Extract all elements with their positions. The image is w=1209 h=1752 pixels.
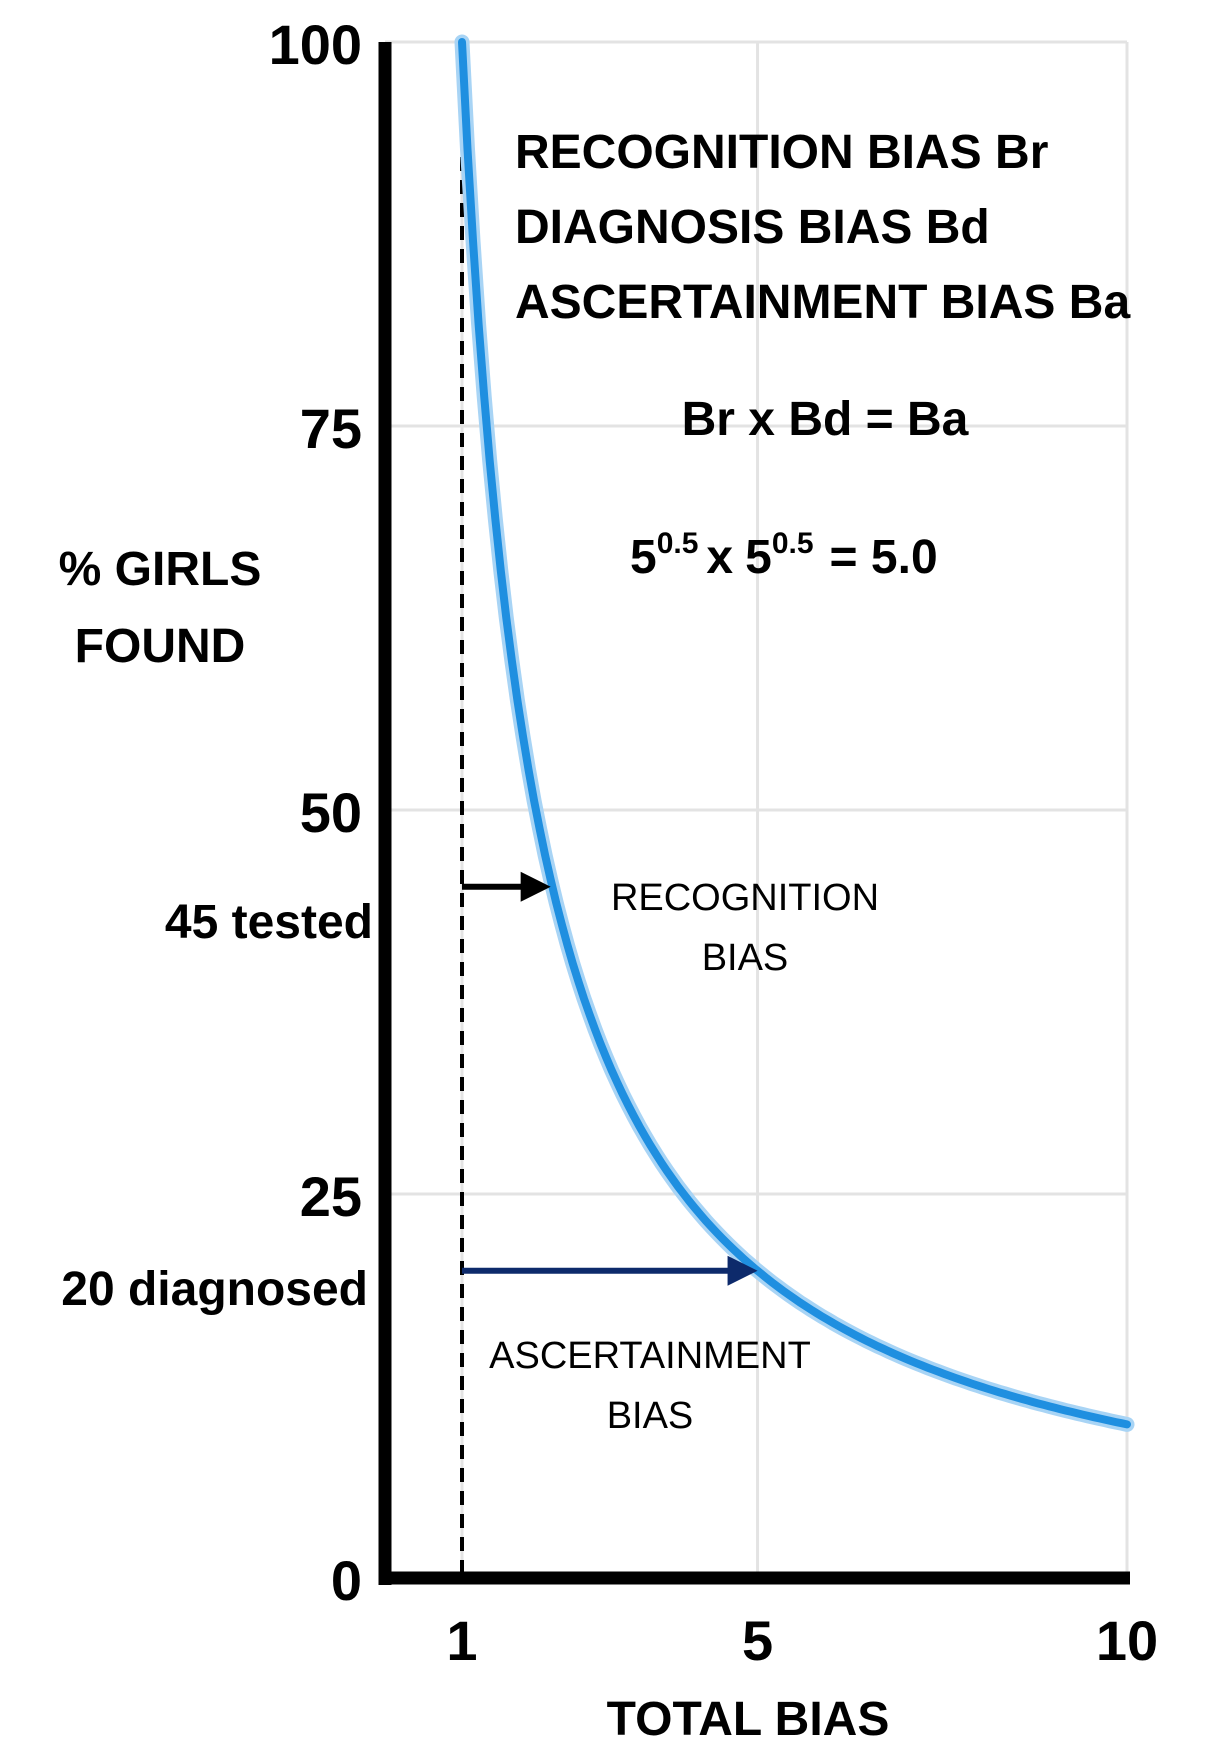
y-tick-label-100: 100	[269, 13, 362, 76]
series-line	[458, 38, 1131, 1429]
y-axis-label-line-1: % GIRLS	[59, 543, 262, 596]
y-tick-label-25: 25	[300, 1165, 362, 1228]
left-label-tested: 45 tested	[165, 896, 373, 949]
left-label-diagnosed: 20 diagnosed	[61, 1263, 368, 1316]
recognition-bias-label-line-1: RECOGNITION	[611, 877, 879, 919]
equation-base-1: 5	[630, 531, 657, 584]
arrows-group	[462, 871, 758, 1286]
legend-recognition-bias: RECOGNITION BIAS Br	[515, 126, 1048, 179]
equation: 50.5 x 50.5 = 5.0	[630, 527, 938, 584]
equation-exponent-1: 0.5	[657, 527, 699, 560]
legend-ascertainment-bias: ASCERTAINMENT BIAS Ba	[515, 276, 1130, 329]
x-tick-label-10: 10	[1096, 1609, 1158, 1672]
x-tick-label-5: 5	[742, 1609, 773, 1672]
equation-operator: x	[706, 531, 733, 584]
y-tick-label-0: 0	[331, 1549, 362, 1612]
ascertainment-bias-arrow-head	[727, 1255, 758, 1286]
equation-base-2: 5	[745, 531, 772, 584]
recognition-bias-arrow-head	[520, 871, 551, 902]
ascertainment-bias-label-line-1: ASCERTAINMENT	[489, 1335, 811, 1377]
x-axis-label: TOTAL BIAS	[607, 1693, 890, 1746]
series-group	[454, 34, 1135, 1432]
y-axis-label-line-2: FOUND	[75, 620, 246, 673]
equation-result: = 5.0	[830, 531, 938, 584]
axes	[378, 42, 1130, 1585]
x-tick-label-1: 1	[446, 1609, 477, 1672]
formula: Br x Bd = Ba	[682, 393, 969, 446]
recognition-bias-label-line-2: BIAS	[702, 937, 789, 979]
ascertainment-bias-label-line-2: BIAS	[607, 1395, 694, 1437]
y-tick-label-50: 50	[300, 781, 362, 844]
legend-diagnosis-bias: DIAGNOSIS BIAS Bd	[515, 201, 990, 254]
y-tick-label-75: 75	[300, 397, 362, 460]
tick-labels: 0 25 50 75 100 1 5 10	[269, 13, 1159, 1672]
equation-exponent-2: 0.5	[772, 527, 814, 560]
